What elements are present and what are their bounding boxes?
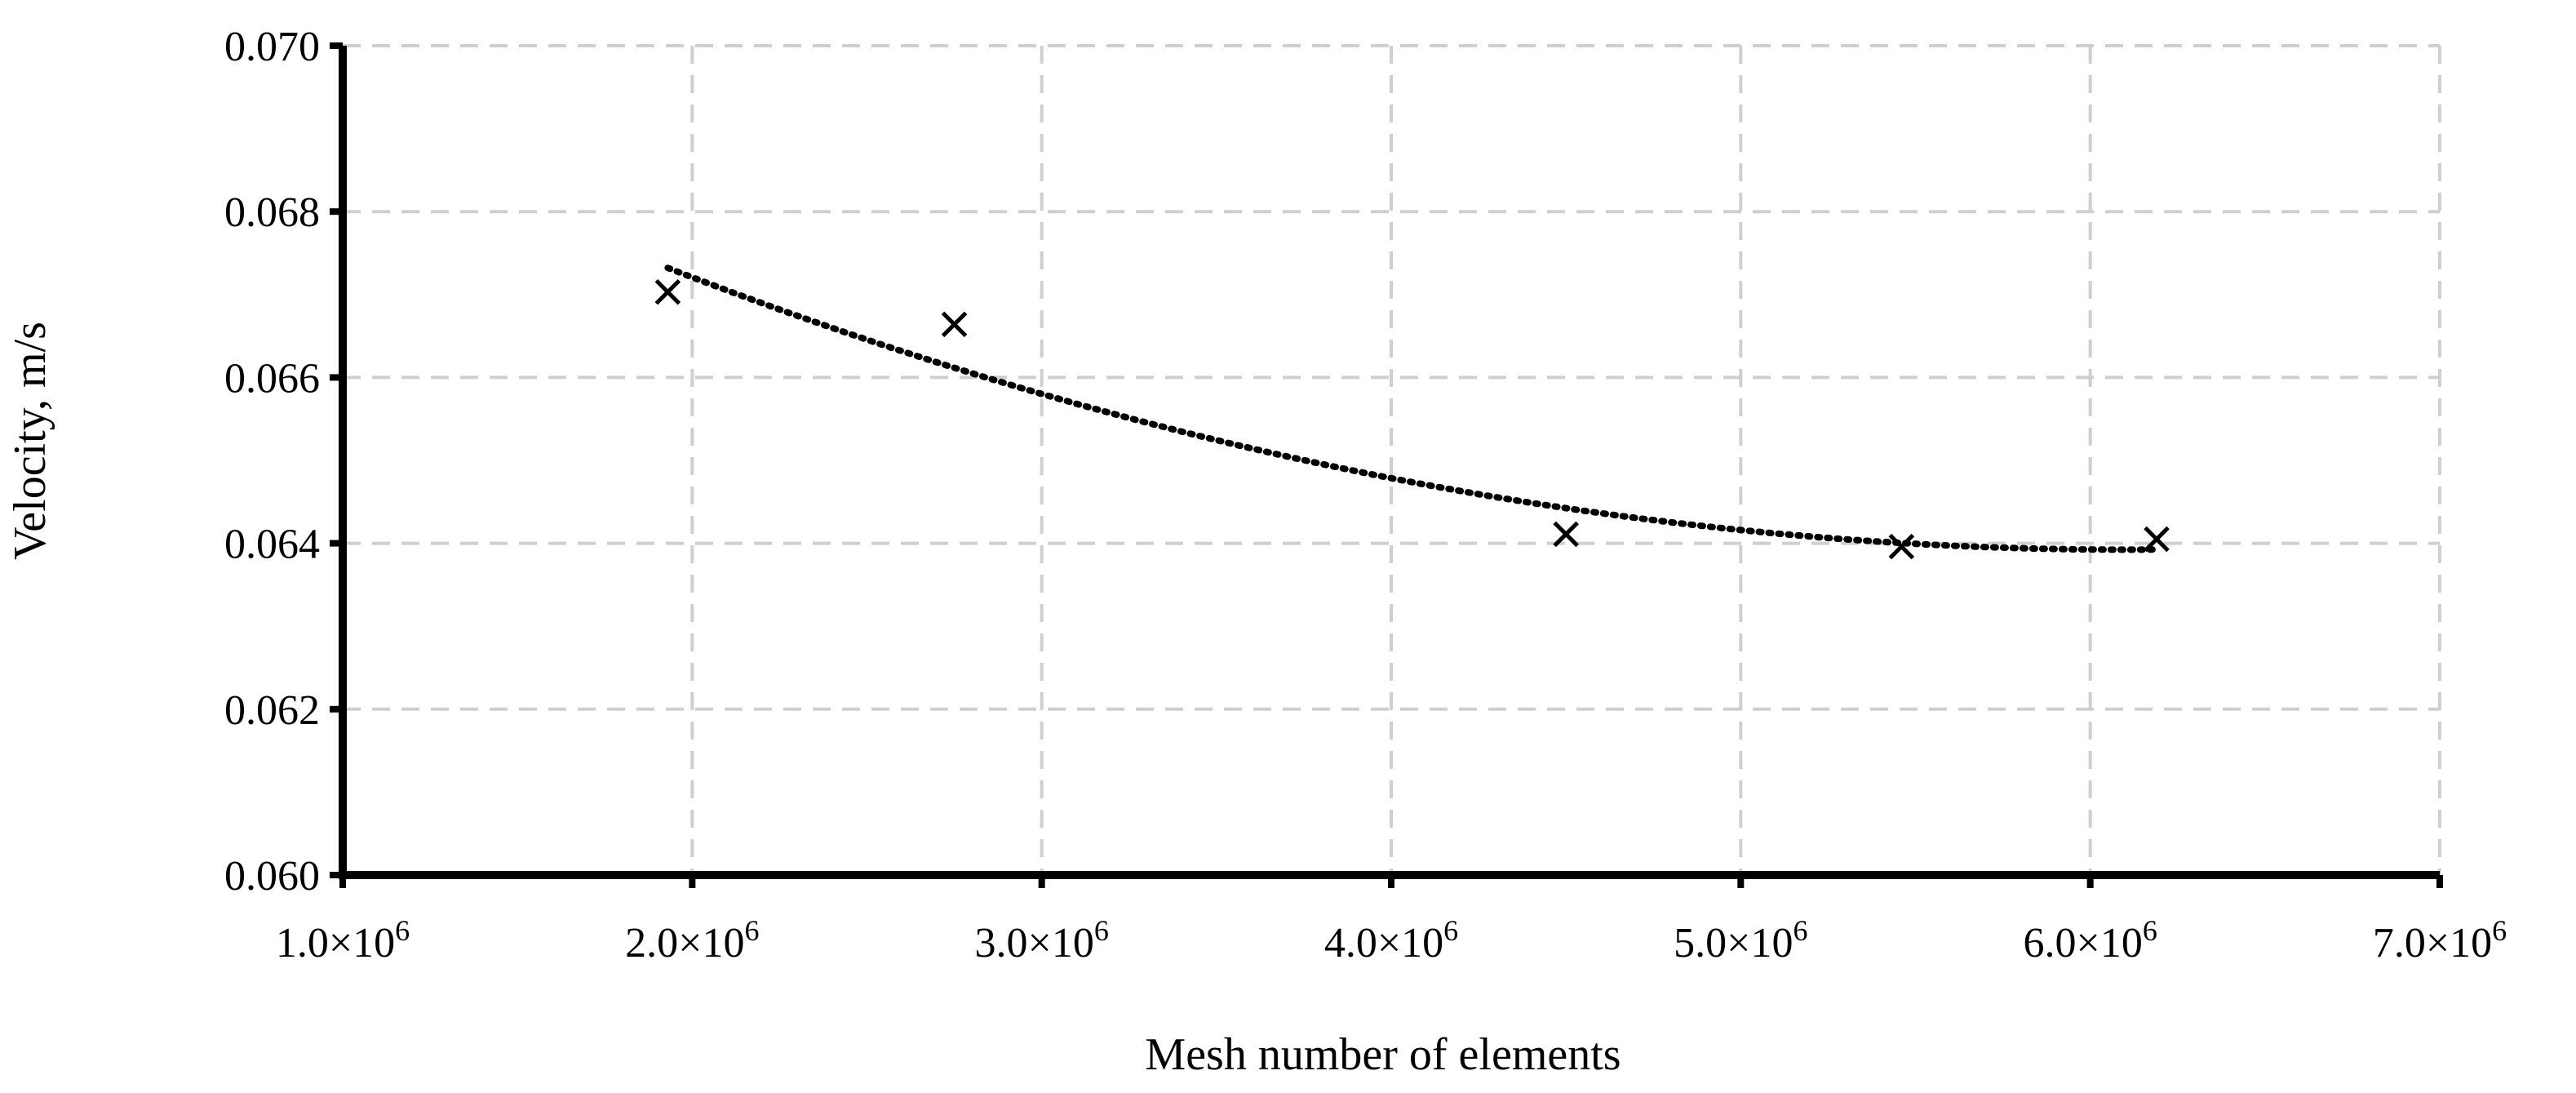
marker-stroke — [1553, 521, 1579, 548]
y-axis-title: Velocity, m/s — [5, 322, 55, 560]
x-tick-label: 7.0×106 — [2373, 914, 2507, 966]
y-tick-label: 0.068 — [224, 189, 320, 236]
x-tick-label: 3.0×106 — [975, 914, 1109, 966]
x-tick-label: 1.0×106 — [276, 914, 410, 966]
trendline — [664, 264, 2161, 553]
y-tick-label: 0.064 — [224, 522, 320, 568]
marker-stroke — [654, 278, 681, 305]
y-tick-label: 0.060 — [224, 853, 320, 900]
marker-stroke — [1888, 533, 1915, 560]
data-point-x-marker — [2144, 526, 2170, 553]
marker-stroke — [2144, 526, 2170, 553]
axes — [330, 42, 2443, 888]
grid — [343, 44, 2441, 875]
data-point-x-marker — [654, 278, 681, 305]
data-point-x-marker — [941, 311, 968, 338]
x-tick-labels: 1.0×106 2.0×106 3.0×106 4.0×106 5.0×106 6.0×1… — [276, 914, 2507, 966]
x-axis-title: Mesh number of elements — [1145, 1029, 1621, 1080]
data-point-x-marker — [1553, 521, 1579, 548]
y-tick-label: 0.066 — [224, 355, 320, 402]
y-tick-label: 0.070 — [224, 24, 320, 70]
x-tick-label: 6.0×106 — [2024, 914, 2157, 966]
data-markers — [654, 278, 2170, 560]
y-tick-labels: 0.060 0.062 0.064 0.066 0.068 0.070 — [224, 24, 320, 900]
data-point-x-marker — [1888, 533, 1915, 560]
x-tick-label: 5.0×106 — [1674, 914, 1807, 966]
marker-stroke — [941, 311, 968, 338]
x-tick-label: 4.0×106 — [1324, 914, 1458, 966]
x-tick-label: 2.0×106 — [625, 914, 759, 966]
y-tick-label: 0.062 — [224, 687, 320, 734]
